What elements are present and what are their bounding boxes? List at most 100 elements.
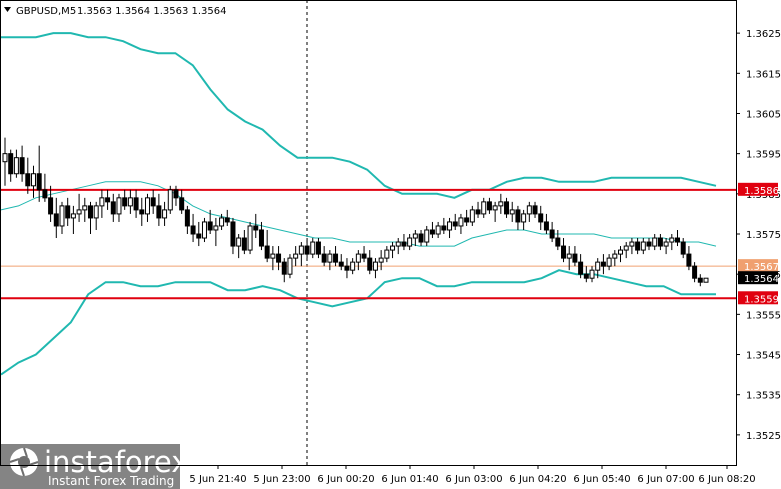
candle-body: [13, 157, 19, 175]
time-tick-label: 6 Jun 04:20: [509, 474, 566, 485]
candle-body: [201, 221, 207, 239]
candle-body: [224, 217, 230, 223]
price-tags: 1.3586 1.3567 1.3559 1.3564: [738, 182, 779, 305]
candle-body: [407, 237, 413, 247]
watermark-tagline: Instant Forex Trading: [48, 474, 174, 488]
level-price-tag: [738, 291, 778, 305]
candle-body: [498, 201, 504, 207]
candle-body: [184, 209, 190, 227]
candle-body: [652, 237, 658, 247]
candle-body: [110, 201, 116, 215]
price-tick-label: 1.3625: [746, 29, 781, 40]
current-price-tag: [738, 271, 778, 285]
candle-body: [139, 209, 145, 215]
bollinger-upper-line: [1, 32, 717, 199]
candle-body: [179, 197, 185, 211]
candle-body: [150, 197, 156, 207]
time-tick-label: 6 Jun 05:40: [573, 474, 630, 485]
time-tick-label: 5 Jun 23:00: [253, 474, 310, 485]
candle-body: [25, 173, 31, 187]
price-tick-label: 1.3535: [746, 391, 781, 402]
candle-body: [355, 253, 361, 263]
candle-body: [253, 225, 259, 231]
candle-body: [447, 221, 453, 231]
candle-body: [59, 205, 65, 227]
candle-body: [76, 209, 82, 215]
candle-body: [509, 209, 515, 215]
price-tick-label: 1.3595: [746, 150, 781, 161]
bollinger-middle-line: [0, 181, 717, 247]
level-price-tag-label: 1.3559: [744, 294, 779, 305]
candle-body: [441, 225, 447, 231]
candle-body: [504, 201, 510, 215]
candle-body: [65, 205, 71, 219]
level-price-tag: [738, 259, 778, 273]
candle-body: [338, 261, 344, 267]
candle-body: [532, 205, 538, 215]
candle-body: [538, 213, 544, 223]
candle-body: [2, 153, 8, 163]
candle-body: [521, 213, 527, 223]
candle-body: [663, 241, 669, 247]
candle-body: [635, 241, 641, 251]
candle-body: [555, 237, 561, 247]
candle-body: [418, 233, 424, 243]
bollinger-lower-line: [0, 269, 716, 376]
candle-body: [327, 253, 333, 263]
current-price-label: 1.3564: [744, 274, 779, 285]
candle-body: [276, 253, 282, 263]
candle-body: [87, 205, 93, 219]
chart-header: GBPUSD,M5 1.3563 1.3564 1.3563 1.3564: [4, 6, 227, 17]
bollinger-bands: [0, 32, 717, 376]
time-tick-label: 6 Jun 01:40: [381, 474, 438, 485]
candle-body: [401, 241, 407, 247]
candle-body: [230, 221, 236, 247]
candle-body: [606, 257, 612, 267]
candle-body: [378, 257, 384, 263]
candle-body: [429, 229, 435, 235]
candle-body: [583, 273, 589, 279]
candle-body: [623, 245, 629, 251]
time-tick-label: 6 Jun 08:20: [698, 474, 755, 485]
candle-body: [486, 201, 492, 211]
symbol-dropdown-icon[interactable]: [4, 7, 11, 12]
candle-body: [515, 209, 521, 223]
candle-body: [629, 241, 635, 247]
candle-body: [213, 225, 219, 231]
candle-body: [310, 241, 316, 255]
candle-body: [469, 209, 475, 223]
candle-body: [657, 237, 663, 247]
candle-body: [127, 197, 133, 207]
candle-body: [99, 197, 105, 207]
plot-frame: [0, 0, 737, 466]
candle-body: [526, 205, 532, 215]
level-price-tag-label: 1.3567: [744, 262, 779, 273]
candle-body: [600, 261, 606, 267]
candle-body: [196, 233, 202, 239]
price-tick-label: 1.3555: [746, 310, 781, 321]
candle-body: [36, 173, 42, 191]
candle-body: [390, 245, 396, 251]
price-tick-label: 1.3545: [746, 351, 781, 362]
candle-body: [481, 201, 487, 215]
time-tick-label: 6 Jun 07:00: [637, 474, 694, 485]
candle-body: [93, 205, 99, 219]
candle-body: [566, 253, 572, 259]
candle-body: [640, 241, 646, 251]
candlesticks: [2, 137, 709, 287]
candle-body: [572, 253, 578, 263]
candle-body: [549, 229, 555, 239]
time-axis: 5 Jun 21:40 5 Jun 23:00 6 Jun 00:20 6 Jun 0…: [189, 465, 756, 485]
candle-body: [190, 225, 196, 235]
candle-body: [333, 253, 339, 263]
candle-body: [384, 249, 390, 259]
time-tick-label: 5 Jun 21:40: [189, 474, 246, 485]
candle-body: [315, 241, 321, 255]
candle-body: [578, 261, 584, 275]
candle-body: [492, 205, 498, 211]
candle-body: [669, 237, 675, 243]
candle-body: [435, 225, 441, 235]
level-price-tag: [738, 182, 778, 196]
candle-body: [452, 221, 458, 227]
